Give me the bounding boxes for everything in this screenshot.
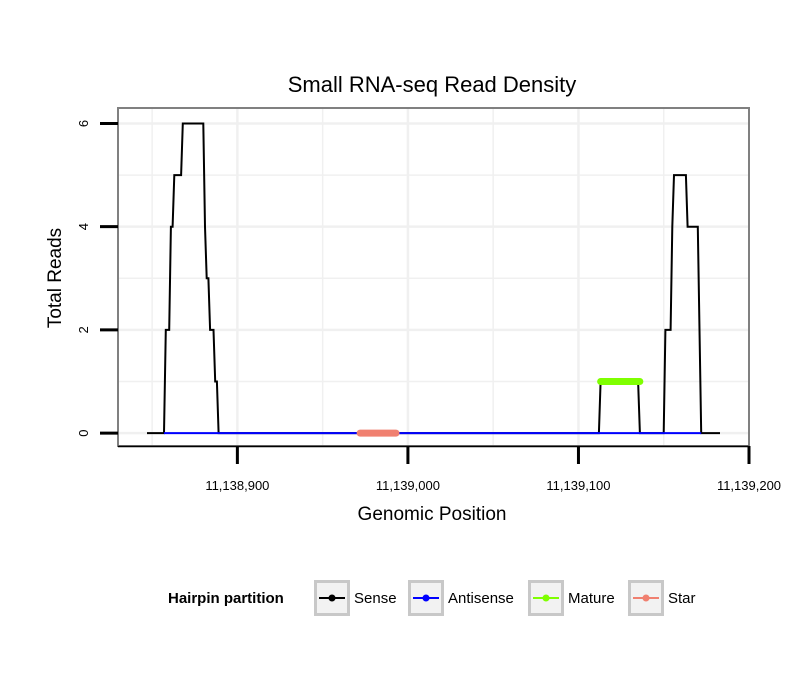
chart-title: Small RNA-seq Read Density bbox=[288, 72, 577, 97]
x-tick-label: 11,139,100 bbox=[546, 478, 610, 493]
legend-point-sense bbox=[328, 594, 336, 602]
y-axis: 0 2 4 6 bbox=[76, 120, 118, 437]
y-axis-title: Total Reads bbox=[45, 228, 66, 328]
x-tick-label: 11,139,000 bbox=[376, 478, 440, 493]
x-tick-label: 11,138,900 bbox=[205, 478, 269, 493]
x-axis: 11,138,900 11,139,000 11,139,100 11,139,200 bbox=[118, 445, 781, 493]
legend-label-antisense: Antisense bbox=[448, 590, 514, 607]
legend-point-star bbox=[642, 594, 650, 602]
series-sense-line bbox=[147, 122, 720, 435]
legend-label-star: Star bbox=[668, 590, 696, 607]
y-tick-label: 6 bbox=[76, 120, 91, 127]
y-tick-label: 2 bbox=[76, 326, 91, 333]
plot-panel bbox=[117, 107, 750, 447]
x-tick-label: 11,139,200 bbox=[717, 478, 781, 493]
legend-label-mature: Mature bbox=[568, 590, 615, 607]
series-lines bbox=[147, 122, 720, 437]
x-axis-title: Genomic Position bbox=[358, 504, 507, 525]
legend-title: Hairpin partition bbox=[168, 590, 284, 607]
legend-point-antisense bbox=[422, 594, 430, 602]
grid-lines bbox=[119, 109, 748, 445]
y-tick-label: 4 bbox=[76, 223, 91, 230]
y-tick-label: 0 bbox=[76, 429, 91, 436]
legend-label-sense: Sense bbox=[354, 590, 397, 607]
legend-point-mature bbox=[542, 594, 550, 602]
legend: Hairpin partition Sense Antisense Mature St… bbox=[168, 580, 696, 616]
